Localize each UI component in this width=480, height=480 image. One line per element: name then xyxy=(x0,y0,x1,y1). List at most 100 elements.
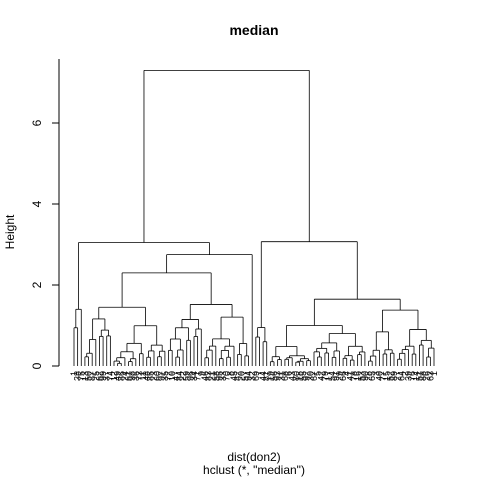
y-tick-label: 6 xyxy=(30,119,44,126)
leaf-label: 30 xyxy=(305,371,315,381)
leaf-label: 21 xyxy=(207,371,217,381)
leaf-label: 6 xyxy=(284,371,294,376)
y-tick-label: 2 xyxy=(30,281,44,288)
leaf-label: 22 xyxy=(178,371,188,381)
leaf-label: 42 xyxy=(316,371,326,381)
leaf-label: 52 xyxy=(385,371,395,381)
leaf-label: 8 xyxy=(225,371,235,376)
leaf-label: 56 xyxy=(269,371,279,381)
leaf-label: 60 xyxy=(153,371,163,381)
leaf-label: 97 xyxy=(156,371,166,381)
leaf-label: 44 xyxy=(258,371,268,381)
leaf-label: 1 xyxy=(429,371,439,376)
leaf-label: 76 xyxy=(407,371,417,381)
leaf-label: 23 xyxy=(149,371,159,381)
leaf-label: 27 xyxy=(393,371,403,381)
leaf-label: 71 xyxy=(193,371,203,381)
leaf-label: 28 xyxy=(364,371,374,381)
dendrogram-tree xyxy=(73,69,435,366)
leaf-label: 13 xyxy=(80,371,90,381)
leaf-label: 41 xyxy=(345,371,355,381)
leaf-label: 17 xyxy=(324,371,334,381)
leaf-label: 64 xyxy=(396,371,406,381)
leaf-label: 95 xyxy=(214,371,224,381)
leaf-label: 65 xyxy=(367,371,377,381)
leaf-label: 24 xyxy=(120,371,130,381)
leaf-label: 98 xyxy=(127,371,137,381)
leaf-label: 85 xyxy=(145,371,155,381)
leaf-label: 66 xyxy=(338,371,348,381)
leaf-label: 63 xyxy=(425,371,435,381)
leaf-label: 37 xyxy=(102,371,112,381)
leaf-label: 83 xyxy=(204,371,214,381)
leaf-label: 89 xyxy=(389,371,399,381)
leaf-label: 25 xyxy=(91,371,101,381)
leaf-label: 47 xyxy=(171,371,181,381)
leaf-label: 90 xyxy=(360,371,370,381)
leaf-label: 80 xyxy=(291,371,301,381)
leaf-label: 4 xyxy=(342,371,352,376)
leaf-label: 93 xyxy=(273,371,283,381)
leaf-label: 84 xyxy=(174,371,184,381)
leaf-label: 36 xyxy=(131,371,141,381)
leaf-label: 69 xyxy=(251,371,261,381)
leaf-label: 62 xyxy=(94,371,104,381)
leaf-label: 57 xyxy=(240,371,250,381)
leaf-label: 7 xyxy=(254,371,264,376)
y-axis-label: Height xyxy=(3,214,17,249)
leaf-label: 48 xyxy=(142,371,152,381)
leaf-label: 50 xyxy=(84,371,94,381)
leaf-label: 58 xyxy=(211,371,221,381)
leaf-label: 88 xyxy=(418,371,428,381)
leaf-label: 96 xyxy=(185,371,195,381)
leaf-label: 99 xyxy=(98,371,108,381)
leaf-label: 19 xyxy=(265,371,275,381)
leaf-label: 26 xyxy=(422,371,432,381)
leaf-label: 51 xyxy=(414,371,424,381)
leaf-label: 75 xyxy=(76,371,86,381)
leaf-label: 3 xyxy=(371,371,381,376)
leaf-label: 72 xyxy=(164,371,174,381)
leaf-label: 53 xyxy=(356,371,366,381)
chart-title: median xyxy=(229,22,278,38)
leaf-label: 59 xyxy=(182,371,192,381)
leaf-label: 2 xyxy=(400,371,410,376)
leaf-label: 31 xyxy=(276,371,286,381)
leaf-label: 74 xyxy=(105,371,115,381)
y-axis: 0 2 4 6 xyxy=(30,59,60,369)
leaf-label: 39 xyxy=(404,371,414,381)
leaf-label: 86 xyxy=(116,371,126,381)
leaf-label: 55 xyxy=(298,371,308,381)
leaf-label: 77 xyxy=(378,371,388,381)
hclust-method-label: hclust (*, "median") xyxy=(203,463,305,477)
leaf-labels: 1387513508725629937741249862461983673114… xyxy=(69,371,439,381)
leaf-label: 35 xyxy=(160,371,170,381)
leaf-label: 46 xyxy=(200,371,210,381)
leaf-label: 91 xyxy=(331,371,341,381)
leaf-label: 10 xyxy=(167,371,177,381)
leaf-label: 12 xyxy=(109,371,119,381)
leaf-label: 9 xyxy=(196,371,206,376)
leaf-label: 73 xyxy=(134,371,144,381)
leaf-label: 20 xyxy=(236,371,246,381)
leaf-label: 67 xyxy=(309,371,319,381)
leaf-label: 18 xyxy=(294,371,304,381)
x-axis-label: dist(don2) xyxy=(227,450,280,464)
y-tick-label: 4 xyxy=(30,200,44,207)
leaf-label: 40 xyxy=(374,371,384,381)
leaf-label: 38 xyxy=(73,371,83,381)
leaf-label: 11 xyxy=(138,371,148,380)
leaf-label: 1 xyxy=(69,371,79,376)
leaf-label: 16 xyxy=(353,371,363,381)
y-tick-label: 0 xyxy=(30,362,44,369)
leaf-label: 79 xyxy=(320,371,330,381)
leaf-label: 92 xyxy=(302,371,312,381)
leaf-label: 78 xyxy=(349,371,359,381)
leaf-label: 68 xyxy=(280,371,290,381)
leaf-label: 82 xyxy=(233,371,243,381)
leaf-label: 15 xyxy=(382,371,392,381)
leaf-label: 45 xyxy=(229,371,239,381)
leaf-label: 87 xyxy=(87,371,97,381)
leaf-label: 81 xyxy=(262,371,272,381)
